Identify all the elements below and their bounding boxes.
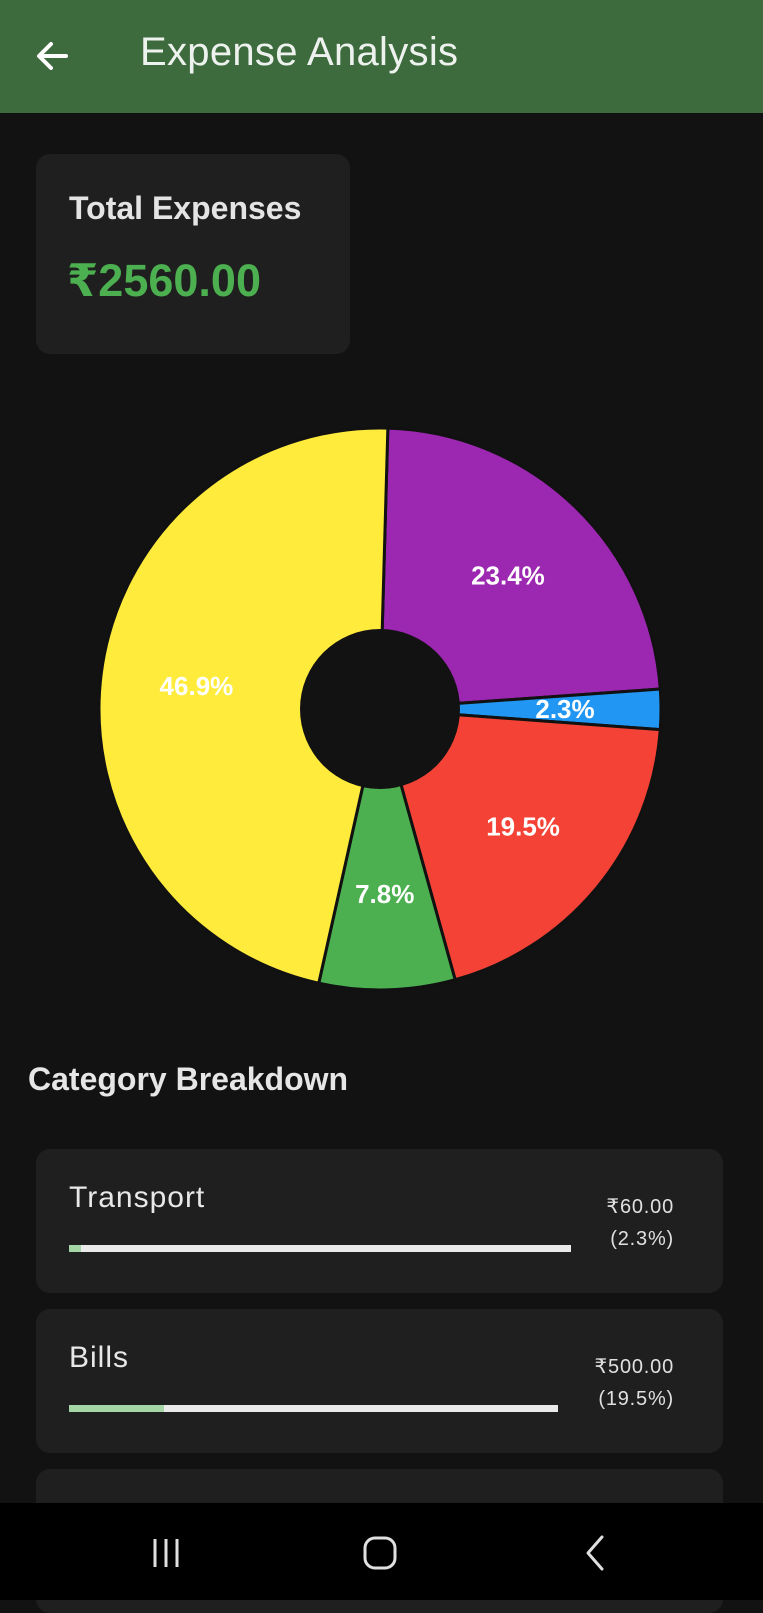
category-card-bills[interactable]: Bills ₹500.00 (19.5%): [36, 1309, 723, 1453]
category-name: Transport: [69, 1181, 206, 1214]
total-expenses-card: Total Expenses ₹2560.00: [36, 154, 350, 354]
recent-apps-button[interactable]: [136, 1523, 196, 1583]
pie-slice-label: 23.4%: [471, 560, 545, 590]
category-amount-value: ₹500.00: [594, 1356, 674, 1378]
total-expenses-label: Total Expenses: [69, 190, 302, 226]
nav-back-button[interactable]: [566, 1523, 626, 1583]
category-amount-value: ₹60.00: [606, 1196, 674, 1218]
home-icon: [363, 1536, 397, 1570]
category-progress-bar: [69, 1405, 558, 1412]
expense-pie-chart: 23.4% 2.3% 19.5% 7.8% 46.9%: [0, 400, 763, 1020]
pie-slice-label: 19.5%: [486, 811, 560, 841]
arrow-left-icon: [37, 42, 68, 70]
recent-apps-icon: [153, 1539, 179, 1567]
category-amount: ₹500.00 (19.5%): [595, 1351, 675, 1415]
category-progress-bar: [69, 1245, 571, 1252]
category-progress-fill: [69, 1245, 81, 1252]
category-card-transport[interactable]: Transport ₹60.00 (2.3%): [36, 1149, 723, 1293]
pie-chart-svg: 23.4% 2.3% 19.5% 7.8% 46.9%: [97, 426, 663, 992]
category-amount-percent: (2.3%): [610, 1228, 674, 1250]
system-nav-bar: [0, 1503, 763, 1600]
pie-slice: [378, 426, 662, 711]
pie-slice: [377, 707, 662, 982]
category-amount: ₹60.00 (2.3%): [606, 1191, 674, 1255]
category-name: Bills: [69, 1341, 130, 1374]
app-bar: Expense Analysis: [0, 0, 763, 113]
home-button[interactable]: [350, 1523, 410, 1583]
total-expenses-value: ₹2560.00: [67, 255, 261, 306]
category-amount-percent: (19.5%): [598, 1388, 674, 1410]
pie-slice-label: 46.9%: [160, 671, 234, 701]
donut-hole: [300, 629, 460, 789]
category-breakdown-title: Category Breakdown: [28, 1061, 349, 1097]
back-button[interactable]: [28, 32, 76, 80]
category-progress-fill: [69, 1405, 165, 1412]
pie-slice: [97, 426, 390, 986]
back-chevron-icon: [586, 1535, 604, 1571]
pie-slice: [316, 708, 458, 992]
pie-slice-label: 7.8%: [355, 879, 414, 909]
page-title: Expense Analysis: [140, 30, 459, 74]
pie-slice-label: 2.3%: [535, 694, 594, 724]
